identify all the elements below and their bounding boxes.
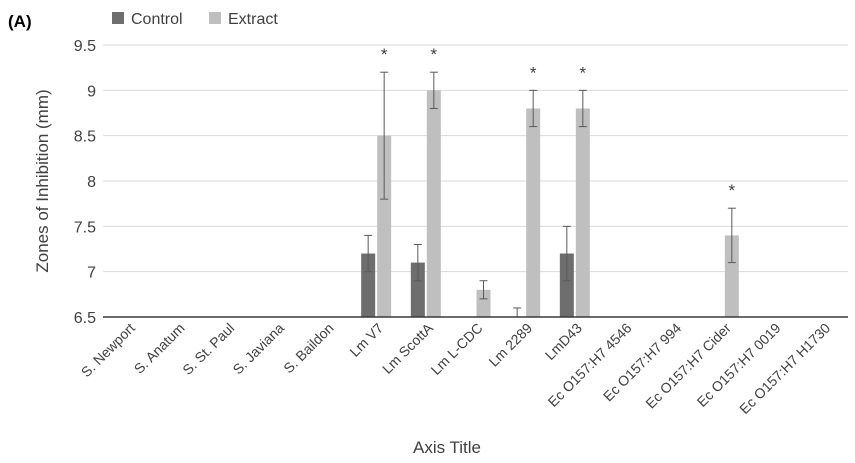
y-tick-label: 6.5 <box>74 310 96 327</box>
error-bars <box>364 71 736 317</box>
x-tick-label: S. Javiana <box>229 320 287 378</box>
bar-extract <box>426 90 441 317</box>
x-tick-label: S. Newport <box>78 320 138 380</box>
x-tick-label: S. Anatum <box>131 320 188 377</box>
x-axis-title: Axis Title <box>413 438 481 457</box>
x-tick-label: S. St. Paul <box>179 320 237 378</box>
bar-extract <box>724 235 739 317</box>
bar-control <box>410 262 425 317</box>
bar-extract <box>575 108 590 317</box>
y-tick-label: 7 <box>87 265 96 282</box>
significance-asterisk: * <box>530 63 537 82</box>
bars <box>361 90 739 317</box>
significance-asterisk: * <box>381 45 388 64</box>
x-tick-label: S. Baildon <box>280 320 336 376</box>
y-tick-label: 7.5 <box>74 219 96 236</box>
legend-label-control: Control <box>131 11 183 28</box>
x-tick-label: Ec O157:H7 Cider <box>642 320 734 412</box>
chart-legend: Control Extract <box>112 11 278 28</box>
y-tick-label: 8.5 <box>74 129 96 146</box>
significance-asterisk: * <box>580 63 587 82</box>
bar-extract <box>377 135 392 317</box>
bar-control <box>559 253 574 317</box>
bar-extract <box>476 289 491 317</box>
panel-label: (A) <box>8 12 32 31</box>
x-tick-label: Lm 2289 <box>485 320 535 370</box>
x-tick-label: Lm L-CDC <box>428 320 486 378</box>
x-tick-label: Ec O157:H7 0019 <box>694 320 784 410</box>
y-axis-ticks: 6.5 7 7.5 8 8.5 9 9.5 <box>74 38 96 327</box>
annotations: * * * * * <box>381 45 736 200</box>
x-tick-label: Lm V7 <box>346 320 386 360</box>
y-axis-title: Zones of Inhibition (mm) <box>33 89 52 272</box>
bar-control <box>361 253 376 317</box>
y-tick-label: 8 <box>87 174 96 191</box>
legend-swatch-control <box>112 12 124 24</box>
x-tick-label: LmD43 <box>542 320 585 363</box>
gridlines <box>103 44 848 273</box>
significance-asterisk: * <box>729 181 736 200</box>
bar-extract <box>526 108 541 317</box>
x-tick-label: Ec O157:H7 H1730 <box>736 320 833 417</box>
legend-swatch-extract <box>209 12 221 24</box>
x-tick-label: Ec O157:H7 4546 <box>545 320 635 410</box>
significance-asterisk: * <box>431 45 438 64</box>
y-tick-label: 9 <box>87 83 96 100</box>
y-tick-label: 9.5 <box>74 38 96 55</box>
legend-label-extract: Extract <box>228 11 278 28</box>
